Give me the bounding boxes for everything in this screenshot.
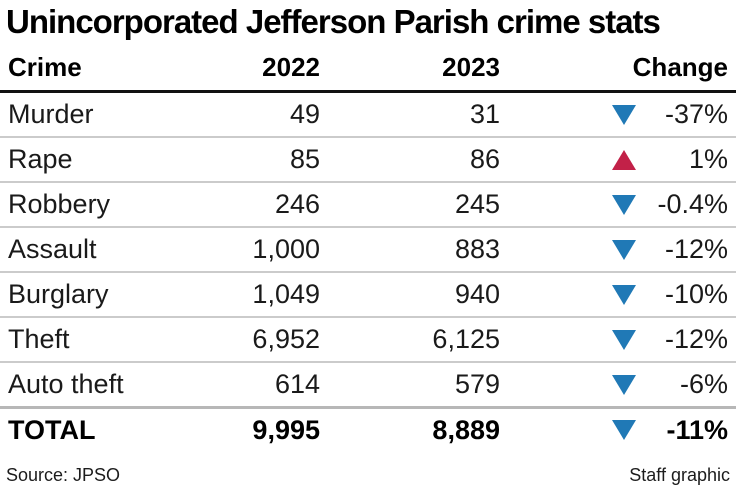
down-arrow-icon <box>612 194 636 215</box>
crime-label: Theft <box>8 324 70 354</box>
crime-label: Assault <box>8 234 97 264</box>
value-2023-cell: 883 <box>454 234 500 264</box>
change-cell: 1% <box>500 144 728 175</box>
value-2022-cell: 6,952 <box>252 324 320 354</box>
value-2022-cell: 49 <box>289 99 320 129</box>
down-arrow-icon <box>612 239 636 260</box>
up-arrow-icon <box>612 149 636 170</box>
footer: Source: JPSO Staff graphic <box>0 465 736 486</box>
change-cell: -12% <box>500 234 728 265</box>
crime-label: Rape <box>8 144 73 174</box>
table-total-row: TOTAL 9,995 8,889 -11% <box>0 406 736 451</box>
change-value: -10% <box>664 279 728 309</box>
down-arrow-icon <box>612 420 636 440</box>
value-2022-cell: 1,000 <box>252 234 320 264</box>
value-2022-cell: 9,995 <box>252 414 320 445</box>
table-row: Assault 1,000 883 -12% <box>0 228 736 273</box>
table-rows: Murder 49 31 -37% Rape 85 86 1% Robbery … <box>0 93 736 451</box>
value-2023-cell: 8,889 <box>432 414 500 445</box>
column-header-2022: 2022 <box>262 52 320 82</box>
down-arrow-icon <box>612 329 636 350</box>
down-arrow-icon <box>612 104 636 125</box>
change-cell: -10% <box>500 279 728 310</box>
change-cell: -11% <box>500 415 728 446</box>
change-cell: -12% <box>500 324 728 355</box>
crime-label: Auto theft <box>8 369 124 399</box>
column-header-crime: Crime <box>8 52 82 82</box>
change-value: -37% <box>664 99 728 129</box>
change-cell: -6% <box>500 369 728 400</box>
table-row: Rape 85 86 1% <box>0 138 736 183</box>
change-value: -12% <box>664 324 728 354</box>
table-row: Burglary 1,049 940 -10% <box>0 273 736 318</box>
change-cell: -0.4% <box>500 189 728 220</box>
column-header-2023: 2023 <box>442 52 500 82</box>
value-2023-cell: 6,125 <box>432 324 500 354</box>
table-row: Theft 6,952 6,125 -12% <box>0 318 736 363</box>
crime-label: Murder <box>8 99 94 129</box>
change-value: 1% <box>688 144 728 174</box>
crime-label: Robbery <box>8 189 111 219</box>
table-header-row: Crime 2022 2023 Change <box>0 52 736 93</box>
change-value: -0.4% <box>657 189 728 219</box>
value-2022-cell: 614 <box>274 369 320 399</box>
staff-credit: Staff graphic <box>629 465 730 485</box>
change-value: -6% <box>679 369 728 399</box>
column-header-change: Change <box>632 52 728 82</box>
source-credit: Source: JPSO <box>6 465 121 485</box>
value-2022-cell: 85 <box>289 144 320 174</box>
table-row: Auto theft 614 579 -6% <box>0 363 736 408</box>
change-value: -11% <box>666 414 728 445</box>
value-2023-cell: 940 <box>454 279 500 309</box>
down-arrow-icon <box>612 374 636 395</box>
change-value: -12% <box>664 234 728 264</box>
table-row: Murder 49 31 -37% <box>0 93 736 138</box>
value-2023-cell: 579 <box>454 369 500 399</box>
value-2023-cell: 31 <box>469 99 500 129</box>
value-2023-cell: 245 <box>454 189 500 219</box>
change-cell: -37% <box>500 99 728 130</box>
value-2022-cell: 1,049 <box>252 279 320 309</box>
crime-label: TOTAL <box>8 414 96 445</box>
value-2023-cell: 86 <box>469 144 500 174</box>
down-arrow-icon <box>612 284 636 305</box>
value-2022-cell: 246 <box>274 189 320 219</box>
crime-label: Burglary <box>8 279 109 309</box>
table-row: Robbery 246 245 -0.4% <box>0 183 736 228</box>
page-title: Unincorporated Jefferson Parish crime st… <box>6 3 661 40</box>
